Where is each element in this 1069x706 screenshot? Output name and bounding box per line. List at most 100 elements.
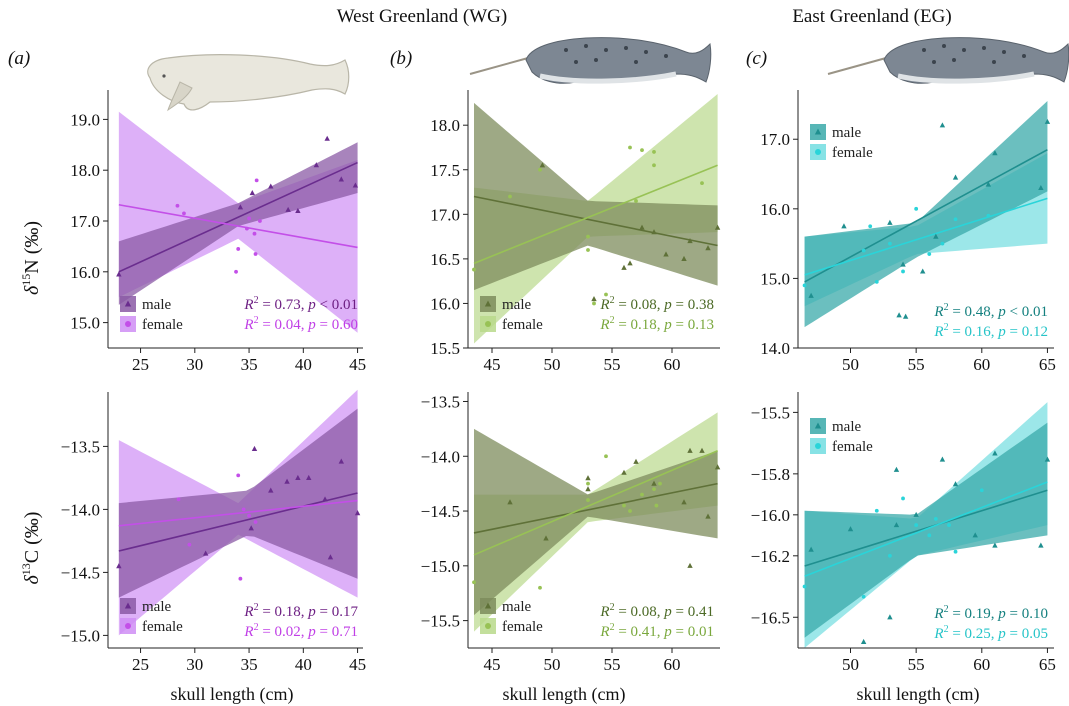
male-data-point <box>507 499 513 505</box>
female-data-point <box>254 178 259 183</box>
legend-female-label: female <box>832 439 873 455</box>
male-data-point <box>295 207 301 213</box>
x-tick-label: 50 <box>842 655 859 674</box>
female-data-point <box>953 217 958 222</box>
male-data-point <box>808 292 814 298</box>
female-data-point <box>586 481 590 486</box>
male-confidence-band <box>474 102 718 291</box>
legend-male-marker <box>814 422 822 429</box>
female-data-point <box>652 150 656 154</box>
female-data-point <box>247 513 251 518</box>
x-tick-label: 50 <box>842 355 859 374</box>
male-data-point <box>585 486 591 492</box>
female-data-point <box>238 576 243 581</box>
male-data-point <box>896 312 902 318</box>
chart-panel: 45 50 55 60 −15.5 −15.0 −14.5 −14.0 −13.5 male fem… <box>421 392 721 674</box>
male-data-point <box>306 474 312 480</box>
male-data-point <box>322 496 328 502</box>
male-data-point <box>687 562 693 568</box>
x-tick-label: 25 <box>132 655 149 674</box>
male-data-point <box>887 614 893 620</box>
y-tick-label: −15.0 <box>61 626 100 645</box>
male-data-point <box>847 526 854 532</box>
male-fit-line <box>118 492 358 552</box>
legend-male-label: male <box>502 599 531 615</box>
male-data-point <box>295 474 301 480</box>
male-fit-line <box>118 161 358 273</box>
female-confidence-band <box>474 412 718 632</box>
female-data-point <box>472 267 476 272</box>
male-confidence-band <box>804 422 1048 638</box>
female-data-point <box>247 216 251 221</box>
female-stats-label: R2 = 0.04, p = 0.60 <box>243 315 358 333</box>
chart-panel: 50 55 60 65 14.0 15.0 16.0 17.0 male female R2 = 0… <box>760 90 1056 374</box>
female-fit-line <box>473 450 718 556</box>
legend-male-label: male <box>502 297 531 313</box>
female-data-point <box>861 594 866 599</box>
legend-male-marker <box>484 602 492 609</box>
chart-panel: 25 30 35 40 45 15.0 16.0 17.0 18.0 19.0 male female… <box>70 90 366 374</box>
male-data-point <box>939 456 946 462</box>
y-tick-label: −15.8 <box>751 465 790 484</box>
male-confidence-band <box>118 142 358 305</box>
male-data-point <box>324 135 330 141</box>
female-stats-label: R2 = 0.25, p = 0.05 <box>933 624 1048 642</box>
male-data-point <box>933 233 939 239</box>
legend: male female <box>120 296 183 333</box>
legend-female-label: female <box>142 619 183 635</box>
male-data-point <box>621 264 627 270</box>
male-data-point <box>681 499 687 505</box>
male-data-point <box>952 481 959 487</box>
female-data-point <box>252 231 257 236</box>
female-data-point <box>628 509 632 513</box>
y-tick-label: 15.5 <box>430 339 460 358</box>
y-tick-label: −16.5 <box>751 608 790 627</box>
x-tick-label: 55 <box>908 355 925 374</box>
male-data-point <box>249 190 256 196</box>
x-tick-label: 60 <box>973 655 990 674</box>
female-data-point <box>604 454 608 459</box>
legend-female-marker <box>815 443 821 449</box>
female-data-point <box>887 241 892 246</box>
legend-female-marker <box>815 149 821 155</box>
male-confidence-band <box>474 428 718 616</box>
male-stats-label: R2 = 0.48, p < 0.01 <box>933 302 1048 320</box>
female-data-point <box>927 533 932 538</box>
female-data-point <box>652 163 656 168</box>
legend-female-marker <box>485 321 491 327</box>
female-data-point <box>874 508 879 513</box>
y-tick-label: −15.0 <box>421 557 460 576</box>
female-data-point <box>508 194 512 199</box>
female-data-point <box>947 523 951 527</box>
chart-panel: 45 50 55 60 15.5 16.0 16.5 17.0 17.5 18.0 male fema… <box>430 90 721 374</box>
legend-male-marker <box>484 300 492 307</box>
y-tick-label: 17.0 <box>760 130 790 149</box>
male-data-point <box>354 510 361 516</box>
female-fit-line <box>118 499 358 527</box>
male-data-point <box>237 204 244 210</box>
male-data-point <box>808 546 814 552</box>
legend-female-marker <box>125 321 131 327</box>
legend-female-label: female <box>502 619 543 635</box>
legend-male-marker <box>814 128 822 135</box>
male-data-point <box>992 542 998 548</box>
male-data-point <box>972 532 978 538</box>
male-data-point <box>992 450 998 456</box>
x-tick-label: 65 <box>1039 355 1056 374</box>
male-fit-line <box>804 148 1048 283</box>
y-tick-label: −15.5 <box>421 612 460 631</box>
female-data-point <box>874 279 879 284</box>
y-tick-label: −13.5 <box>421 392 460 411</box>
female-fit-line <box>804 197 1048 276</box>
legend-male-label: male <box>142 297 171 313</box>
y-tick-label: −14.0 <box>421 447 460 466</box>
male-data-point <box>585 475 591 481</box>
male-data-point <box>621 469 627 475</box>
male-data-point <box>639 224 645 230</box>
female-data-point <box>914 206 919 211</box>
x-tick-label: 45 <box>349 355 366 374</box>
female-data-point <box>236 247 241 251</box>
y-tick-label: 16.0 <box>430 294 460 313</box>
female-data-point <box>241 507 246 512</box>
